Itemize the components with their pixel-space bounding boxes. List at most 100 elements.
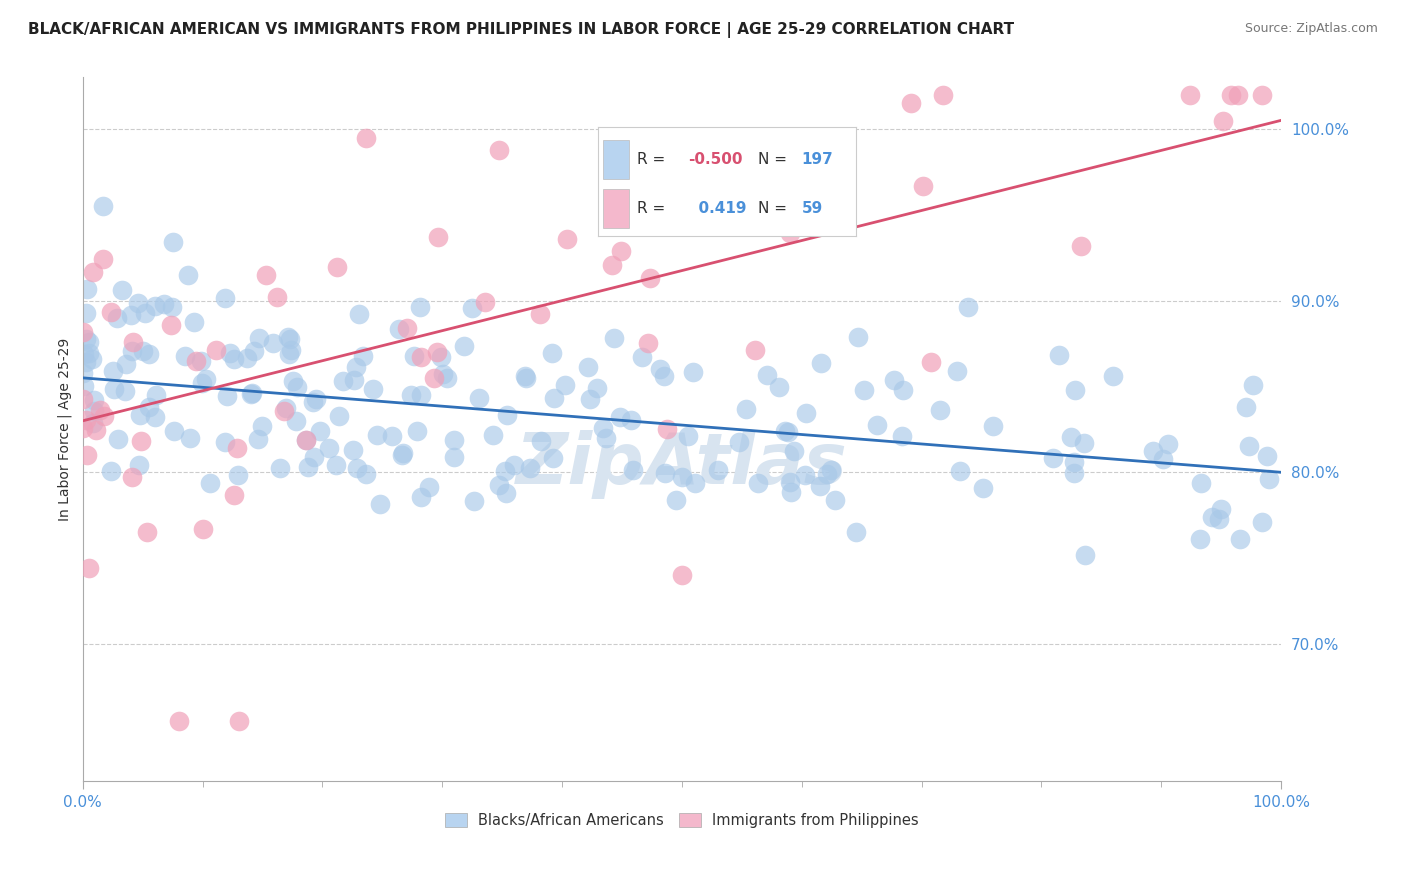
Point (600, 258, 623, 272)
Point (931, 87, 953, 102)
Point (609, 244, 631, 258)
Point (443, 450, 465, 464)
Point (354, 131, 377, 145)
Point (422, 370, 444, 384)
Point (72, 325, 94, 339)
Point (278, 347, 301, 361)
Point (121, 469, 143, 483)
Point (82, 416, 104, 430)
Point (75, 354, 97, 368)
Point (1178, 87, 1201, 102)
Point (948, 463, 970, 477)
Point (1063, 466, 1085, 480)
Point (128, 458, 150, 472)
Point (388, 322, 411, 336)
Point (366, 428, 388, 442)
Point (411, 388, 433, 402)
Point (114, 384, 136, 399)
Point (127, 296, 149, 310)
Point (101, 364, 124, 378)
Point (672, 198, 695, 212)
Point (328, 409, 350, 424)
Point (845, 525, 868, 540)
Point (900, 95, 922, 110)
Point (276, 401, 298, 416)
Point (707, 462, 730, 476)
Point (111, 283, 134, 297)
Point (114, 357, 136, 371)
Point (103, 382, 125, 396)
Point (1152, 452, 1174, 467)
Point (247, 330, 270, 344)
Point (796, 406, 818, 420)
Point (972, 481, 994, 495)
Point (1070, 238, 1092, 252)
Point (100, 304, 122, 318)
Point (495, 485, 517, 500)
Point (620, 412, 643, 426)
Text: ZipAtlas: ZipAtlas (516, 430, 848, 499)
Point (929, 403, 952, 417)
Point (1074, 548, 1097, 562)
Point (135, 525, 157, 540)
Point (120, 308, 142, 322)
Point (190, 354, 212, 368)
Point (280, 332, 302, 346)
Point (676, 429, 699, 443)
Point (686, 164, 709, 178)
Point (80, 351, 103, 366)
Point (495, 409, 517, 423)
Point (1251, 515, 1274, 529)
Point (488, 143, 510, 157)
Point (747, 475, 769, 490)
Point (250, 418, 273, 433)
Point (815, 467, 838, 481)
Point (72, 421, 94, 435)
Point (723, 211, 745, 226)
Point (217, 389, 239, 403)
Point (308, 424, 330, 438)
Point (728, 435, 751, 450)
Point (640, 270, 662, 285)
Point (326, 260, 349, 274)
Point (637, 335, 659, 350)
Point (153, 296, 176, 310)
Point (783, 444, 806, 458)
Point (77, 560, 100, 574)
Point (84, 423, 107, 437)
Point (301, 395, 323, 409)
Point (76, 449, 98, 463)
Point (269, 460, 291, 475)
Point (121, 344, 143, 359)
Point (318, 441, 340, 455)
Point (530, 434, 553, 449)
Point (1241, 377, 1264, 392)
Point (406, 424, 429, 438)
Point (266, 290, 288, 304)
Point (654, 467, 676, 481)
Point (93, 409, 115, 423)
Point (1191, 475, 1213, 490)
Point (214, 291, 236, 305)
Point (755, 368, 778, 383)
Point (184, 354, 207, 368)
Point (474, 295, 496, 310)
Point (352, 349, 374, 363)
Point (409, 350, 432, 364)
Point (160, 300, 183, 314)
Point (214, 435, 236, 450)
Point (222, 488, 245, 502)
Point (1142, 443, 1164, 458)
Point (163, 424, 186, 438)
Point (665, 493, 688, 508)
Point (555, 232, 578, 246)
Point (744, 343, 766, 358)
Point (122, 335, 145, 350)
Point (198, 475, 221, 490)
Point (392, 446, 415, 460)
Point (734, 402, 756, 417)
Point (380, 429, 402, 443)
Point (502, 458, 524, 473)
Point (138, 401, 160, 415)
Point (73, 347, 96, 361)
